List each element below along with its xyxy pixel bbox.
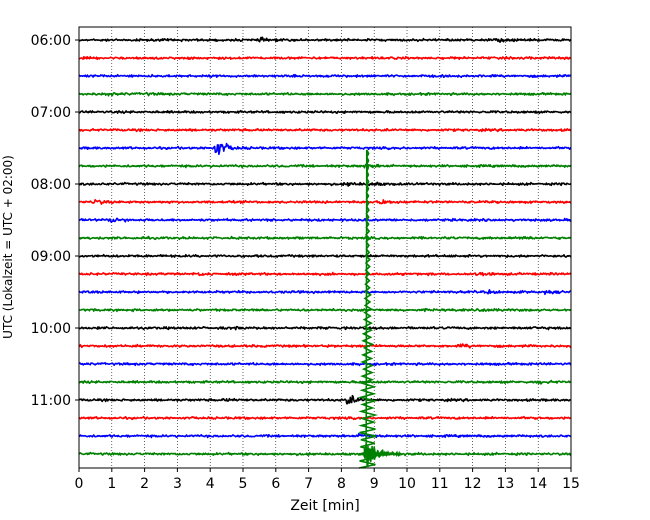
trace-0800 <box>78 181 572 187</box>
trace-0915 <box>78 271 572 277</box>
y-tick-label-4: 10:00 <box>31 321 71 337</box>
x-tick-label-13: 13 <box>496 476 514 492</box>
x-tick-label-15: 15 <box>562 476 580 492</box>
trace-1100 <box>78 394 572 405</box>
trace-1145 <box>78 444 572 467</box>
x-tick-label-1: 1 <box>107 476 116 492</box>
x-tick-label-3: 3 <box>173 476 182 492</box>
trace-1045 <box>78 379 572 385</box>
x-tick-label-11: 11 <box>431 476 449 492</box>
trace-1000 <box>78 325 572 331</box>
big-event-coda <box>363 445 402 468</box>
x-axis-ticks: 0 1 2 3 4 5 6 7 8 9 10 11 12 13 14 15 <box>75 468 580 492</box>
y-tick-label-3: 09:00 <box>31 249 71 265</box>
y-tick-label-0: 06:00 <box>31 33 71 49</box>
y-axis-ticks: 06:00 07:00 08:00 09:00 10:00 11:00 <box>31 33 79 409</box>
x-tick-label-9: 9 <box>370 476 379 492</box>
x-tick-label-4: 4 <box>206 476 215 492</box>
x-axis-label: Zeit [min] <box>290 498 359 514</box>
trace-0600 <box>78 36 572 43</box>
trace-0845 <box>78 235 572 241</box>
y-tick-label-2: 08:00 <box>31 177 71 193</box>
trace-1030 <box>78 361 572 367</box>
plot-frame <box>78 26 572 469</box>
x-tick-label-7: 7 <box>304 476 313 492</box>
x-tick-label-10: 10 <box>398 476 416 492</box>
x-tick-label-12: 12 <box>464 476 482 492</box>
x-tick-label-8: 8 <box>337 476 346 492</box>
trace-0700 <box>78 109 572 115</box>
x-tick-label-0: 0 <box>75 476 84 492</box>
trace-0815 <box>78 198 572 205</box>
trace-0745 <box>78 163 572 169</box>
trace-0715 <box>78 127 572 133</box>
x-tick-label-5: 5 <box>239 476 248 492</box>
trace-0930 <box>78 289 572 296</box>
trace-0945 <box>78 307 572 313</box>
x-tick-label-6: 6 <box>271 476 280 492</box>
trace-0630 <box>78 73 572 79</box>
trace-0830 <box>78 217 572 224</box>
trace-1130 <box>78 432 572 439</box>
y-tick-label-1: 07:00 <box>31 105 71 121</box>
big-event-spike <box>357 149 379 469</box>
trace-0900 <box>78 253 572 259</box>
trace-0645 <box>78 91 572 97</box>
y-axis-label: UTC (Lokalzeit = UTC + 02:00) <box>1 155 15 339</box>
seismogram-traces <box>78 36 572 469</box>
y-tick-label-5: 11:00 <box>31 393 71 409</box>
trace-0615 <box>78 55 572 61</box>
trace-1115 <box>78 415 572 421</box>
x-tick-label-14: 14 <box>529 476 547 492</box>
trace-0730 <box>78 142 572 156</box>
trace-1015 <box>78 343 572 349</box>
x-tick-label-2: 2 <box>140 476 149 492</box>
